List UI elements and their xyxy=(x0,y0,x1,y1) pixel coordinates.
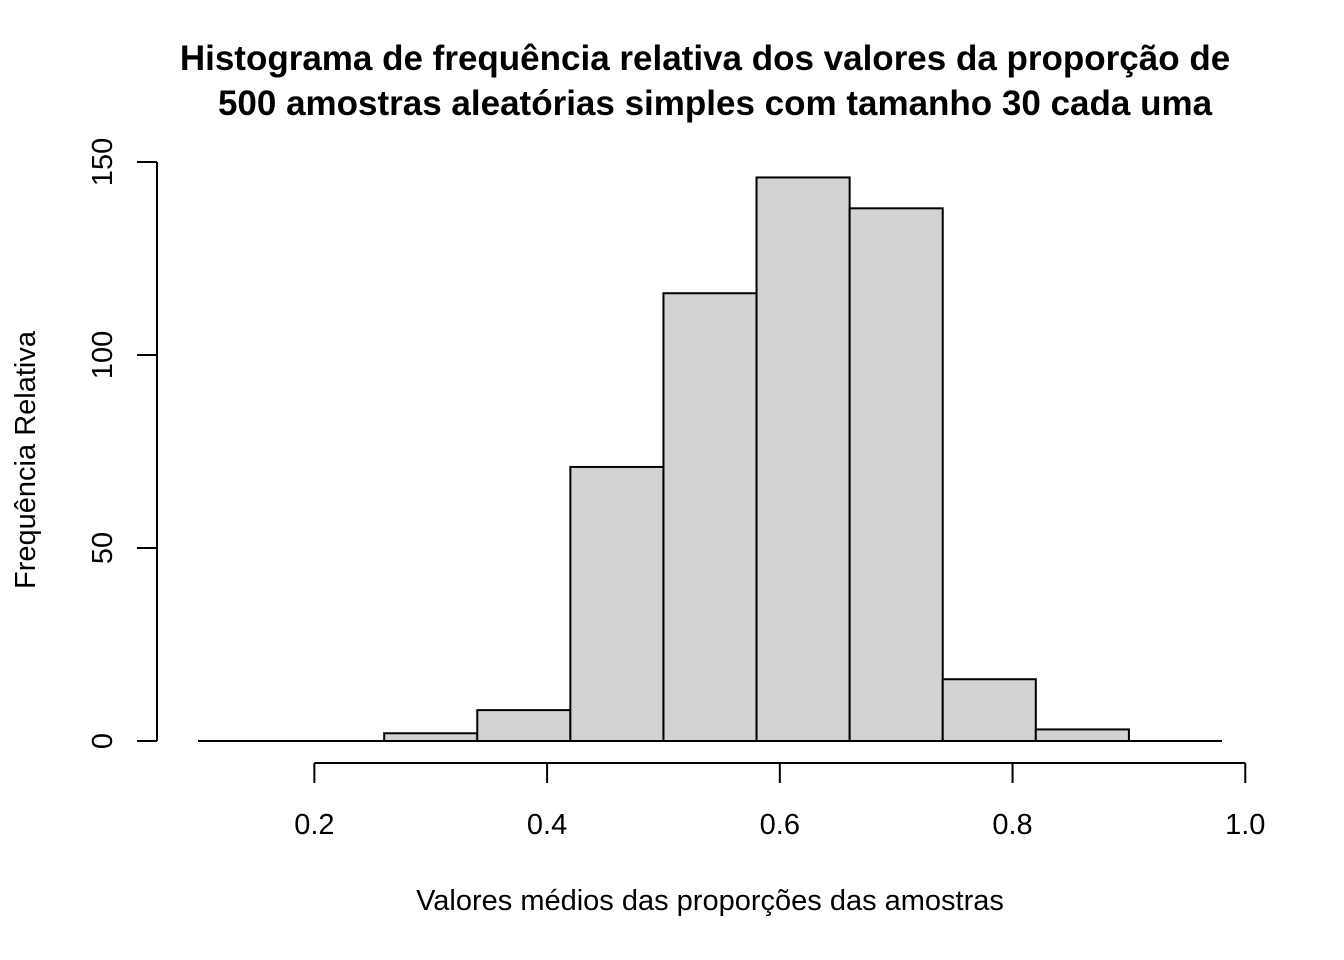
y-axis-label: Frequência Relativa xyxy=(10,330,42,589)
histogram-bar xyxy=(383,732,479,743)
histogram-bar xyxy=(476,709,572,742)
histogram-bar xyxy=(1034,728,1130,742)
y-tick-label: 150 xyxy=(87,138,119,186)
chart-title-line-2: 500 amostras aleatórias simples com tama… xyxy=(218,84,1213,123)
histogram-bar xyxy=(569,465,665,742)
x-tick-label: 0.8 xyxy=(992,809,1032,841)
x-tick-label: 1.0 xyxy=(1225,809,1265,841)
y-axis: 0 50 100 150 xyxy=(87,138,158,749)
x-axis: 0.2 0.4 0.6 0.8 1.0 xyxy=(294,762,1265,841)
histogram-bar xyxy=(662,292,758,742)
y-tick-label: 0 xyxy=(87,733,119,749)
x-tick-label: 0.4 xyxy=(527,809,567,841)
histogram-bars xyxy=(383,176,1130,743)
x-tick-label: 0.6 xyxy=(760,809,800,841)
y-tick-label: 100 xyxy=(87,331,119,379)
x-axis-label: Valores médios das proporções das amostr… xyxy=(416,885,1004,917)
histogram-bar xyxy=(848,207,944,742)
x-tick-label: 0.2 xyxy=(294,809,334,841)
chart-title-line-1: Histograma de frequência relativa dos va… xyxy=(180,39,1230,78)
y-tick-label: 50 xyxy=(87,532,119,564)
histogram-bar xyxy=(755,176,851,742)
histogram-bar xyxy=(941,678,1037,742)
